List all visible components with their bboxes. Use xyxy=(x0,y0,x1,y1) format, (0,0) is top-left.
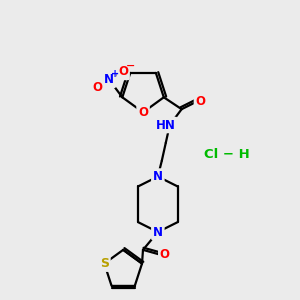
Text: −: − xyxy=(125,61,135,71)
Text: +: + xyxy=(111,69,119,79)
Text: N: N xyxy=(153,170,163,183)
Text: S: S xyxy=(100,257,109,270)
Text: HN: HN xyxy=(156,118,176,131)
Text: N: N xyxy=(153,226,163,238)
Text: O: O xyxy=(196,95,206,108)
Text: O: O xyxy=(138,106,148,119)
Text: O: O xyxy=(160,248,170,261)
Text: O: O xyxy=(92,81,102,94)
Text: Cl − H: Cl − H xyxy=(204,148,250,161)
Text: O: O xyxy=(118,65,128,78)
Text: N: N xyxy=(104,74,114,86)
